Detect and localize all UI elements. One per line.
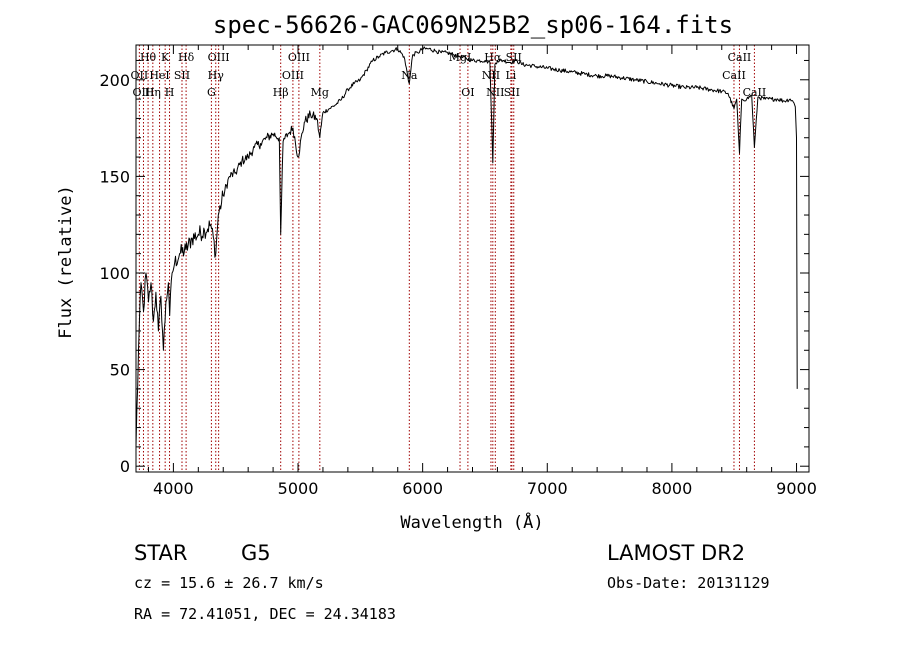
object-subclass: G5	[241, 541, 271, 565]
line-marker-label: Hγ	[208, 69, 225, 82]
ra-dec: RA = 72.41051, DEC = 24.34183	[134, 605, 396, 623]
line-marker-label: NII	[486, 86, 504, 99]
y-tick-label: 200	[99, 71, 130, 90]
y-tick-label: 0	[120, 457, 130, 476]
line-marker-label: OII	[131, 69, 149, 82]
y-axis-label: Flux (relative)	[56, 185, 76, 339]
line-marker-label: OIII	[288, 51, 310, 64]
line-marker-label: Mg	[311, 86, 329, 99]
x-axis-label: Wavelength (Å)	[400, 511, 543, 533]
x-tick-label: 6000	[402, 479, 443, 498]
y-tick-label: 150	[99, 167, 130, 186]
y-tick-label: 100	[99, 264, 130, 283]
survey-name: LAMOST DR2	[607, 541, 745, 565]
line-marker-label: Hη	[145, 86, 161, 99]
line-marker-label: OIII	[282, 69, 304, 82]
plot-frame	[135, 44, 810, 473]
flux-line	[135, 46, 798, 447]
line-marker-label: SII	[506, 51, 522, 64]
line-marker-label: CaII	[722, 69, 746, 82]
x-tick-label: 7000	[527, 479, 568, 498]
line-marker-label: K	[161, 51, 170, 64]
line-marker-label: NII	[482, 69, 500, 82]
x-tick-label: 8000	[652, 479, 693, 498]
redshift-cz: cz = 15.6 ± 26.7 km/s	[134, 574, 324, 592]
line-marker-label: Hδ	[178, 51, 195, 64]
x-tick-label: 4000	[153, 479, 194, 498]
flux-series	[135, 46, 798, 447]
line-marker-label: Na	[401, 69, 418, 82]
x-tick-label: 9000	[776, 479, 817, 498]
line-marker-label: SII	[174, 69, 190, 82]
line-marker-label: H	[165, 86, 175, 99]
line-marker-label: CaII	[728, 51, 752, 64]
line-marker-label: OIII	[132, 86, 154, 99]
x-tick-label: 5000	[278, 479, 319, 498]
object-class: STAR	[134, 541, 187, 565]
line-marker-label: Hθ	[140, 51, 157, 64]
line-marker-label: CaII	[743, 86, 767, 99]
line-marker-label: G	[207, 86, 216, 99]
y-tick-label: 50	[110, 361, 130, 380]
line-marker-label: OI	[461, 86, 474, 99]
line-marker-label: SII	[504, 86, 520, 99]
line-marker-label: OIII	[208, 51, 230, 64]
axis-ticks: 4000 5000 6000 7000 8000 9000 0 50 100 150 200	[99, 45, 817, 498]
chart-title: spec-56626-GAC069N25B2_sp06-164.fits	[213, 11, 733, 39]
line-marker-label: Hβ	[273, 86, 289, 99]
line-marker-label: Li	[505, 69, 516, 82]
line-marker-label: HeI	[149, 69, 169, 82]
observation-date: Obs-Date: 20131129	[607, 574, 770, 592]
